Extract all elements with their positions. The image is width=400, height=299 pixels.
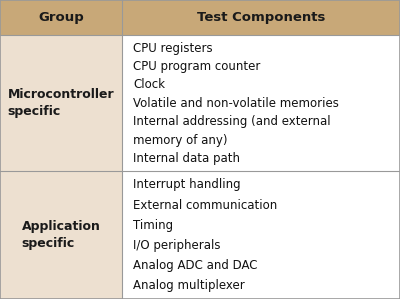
Bar [0,0,122,35]
Text: Analog ADC and DAC: Analog ADC and DAC [133,259,258,272]
Bar [122,171,400,299]
Text: Analog multiplexer: Analog multiplexer [133,279,245,292]
Text: Microcontroller
specific: Microcontroller specific [8,88,114,118]
Bar [0,171,122,299]
Bar [0,35,122,171]
Text: memory of any): memory of any) [133,134,228,147]
Text: Internal data path: Internal data path [133,152,240,165]
Text: Test Components: Test Components [197,11,325,24]
Text: Interrupt handling: Interrupt handling [133,179,241,191]
Text: I/O peripherals: I/O peripherals [133,239,221,252]
Text: External communication: External communication [133,199,278,211]
Text: Volatile and non-volatile memories: Volatile and non-volatile memories [133,97,339,110]
Text: Group: Group [38,11,84,24]
Text: Internal addressing (and external: Internal addressing (and external [133,115,331,128]
Text: CPU program counter: CPU program counter [133,60,260,73]
Bar [122,35,400,171]
Text: Timing: Timing [133,219,173,232]
Bar [122,0,400,35]
Text: Clock: Clock [133,78,165,91]
Text: CPU registers: CPU registers [133,42,213,55]
Text: Application
specific: Application specific [22,220,100,250]
